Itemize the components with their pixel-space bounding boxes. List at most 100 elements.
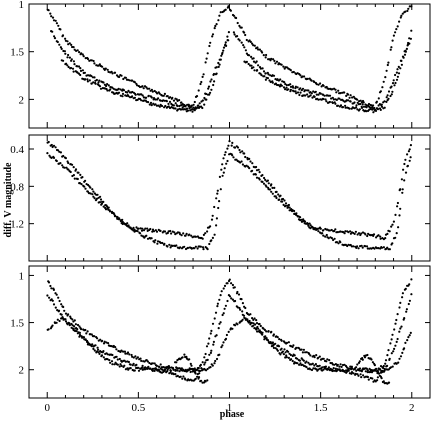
data-point	[408, 283, 411, 286]
data-point	[228, 278, 231, 281]
data-point	[231, 298, 234, 301]
data-point	[80, 183, 83, 186]
data-point	[206, 367, 209, 371]
data-point	[93, 76, 96, 79]
data-point	[397, 65, 400, 68]
data-point	[204, 352, 207, 356]
data-point	[172, 368, 175, 371]
data-point	[96, 346, 99, 349]
data-point	[212, 72, 216, 76]
data-point	[60, 317, 63, 320]
data-point	[58, 43, 61, 46]
data-point	[251, 169, 254, 172]
data-point	[404, 341, 407, 344]
data-point	[219, 188, 222, 191]
data-point	[335, 91, 338, 94]
data-point	[54, 292, 57, 295]
data-point	[391, 39, 394, 42]
data-point	[231, 154, 234, 157]
data-point	[332, 238, 335, 242]
data-point	[227, 5, 230, 8]
data-point	[371, 361, 374, 364]
data-point	[220, 290, 223, 293]
data-point	[310, 79, 313, 82]
data-point	[69, 315, 72, 318]
data-point	[64, 312, 68, 315]
data-point	[283, 348, 286, 351]
data-point	[271, 81, 274, 84]
data-point	[401, 351, 404, 354]
data-point	[211, 236, 214, 239]
data-point	[372, 104, 375, 107]
data-point	[326, 368, 329, 371]
x-tick-label: 0	[44, 402, 50, 414]
data-point	[142, 87, 145, 90]
data-point	[283, 81, 286, 84]
data-point	[394, 236, 397, 239]
data-point	[116, 363, 119, 366]
data-point	[219, 11, 222, 14]
data-point	[54, 146, 57, 149]
data-point	[339, 104, 343, 107]
data-point	[109, 361, 112, 364]
data-point	[261, 51, 264, 54]
data-point	[400, 63, 403, 66]
data-point	[244, 306, 247, 310]
data-point	[127, 360, 130, 364]
data-point	[59, 28, 62, 31]
data-point	[330, 228, 333, 232]
data-point	[235, 16, 238, 20]
data-point	[325, 100, 328, 103]
data-point	[264, 178, 267, 181]
data-point	[214, 24, 217, 28]
data-point	[229, 9, 232, 12]
data-point	[265, 337, 268, 340]
data-point	[201, 106, 204, 110]
data-point	[55, 293, 58, 296]
data-point	[380, 103, 383, 106]
data-point	[51, 324, 54, 327]
data-point	[289, 69, 292, 72]
data-point	[394, 81, 397, 85]
data-point	[106, 89, 109, 92]
data-point	[120, 349, 123, 352]
data-point	[63, 166, 66, 169]
data-point	[148, 87, 151, 90]
data-point	[241, 318, 244, 321]
data-point	[163, 92, 166, 95]
data-point	[354, 372, 357, 375]
data-point	[54, 19, 57, 22]
data-point	[186, 246, 190, 249]
data-point	[49, 12, 52, 15]
data-point	[393, 328, 396, 331]
data-point	[98, 352, 101, 355]
data-point	[398, 357, 401, 360]
data-point	[202, 233, 205, 236]
data-point	[234, 324, 237, 327]
data-point	[106, 353, 109, 356]
data-point	[69, 66, 73, 70]
data-point	[76, 177, 79, 181]
data-point	[205, 92, 208, 96]
data-point	[252, 66, 255, 69]
data-point	[406, 44, 409, 47]
data-point	[407, 336, 410, 339]
data-point	[255, 60, 258, 63]
data-point	[150, 88, 153, 91]
data-point	[145, 96, 148, 99]
data-point	[189, 370, 192, 374]
data-point	[227, 144, 230, 147]
data-point	[258, 48, 261, 51]
data-point	[398, 214, 401, 217]
data-point	[322, 97, 325, 101]
data-point	[275, 190, 278, 193]
data-point	[121, 218, 124, 221]
data-point	[85, 340, 89, 343]
y-tick-label: 1	[19, 270, 25, 282]
data-point	[396, 68, 399, 71]
data-point	[77, 65, 81, 68]
data-point	[219, 294, 222, 297]
data-point	[163, 368, 167, 371]
data-point	[146, 367, 149, 370]
data-point	[149, 227, 152, 231]
